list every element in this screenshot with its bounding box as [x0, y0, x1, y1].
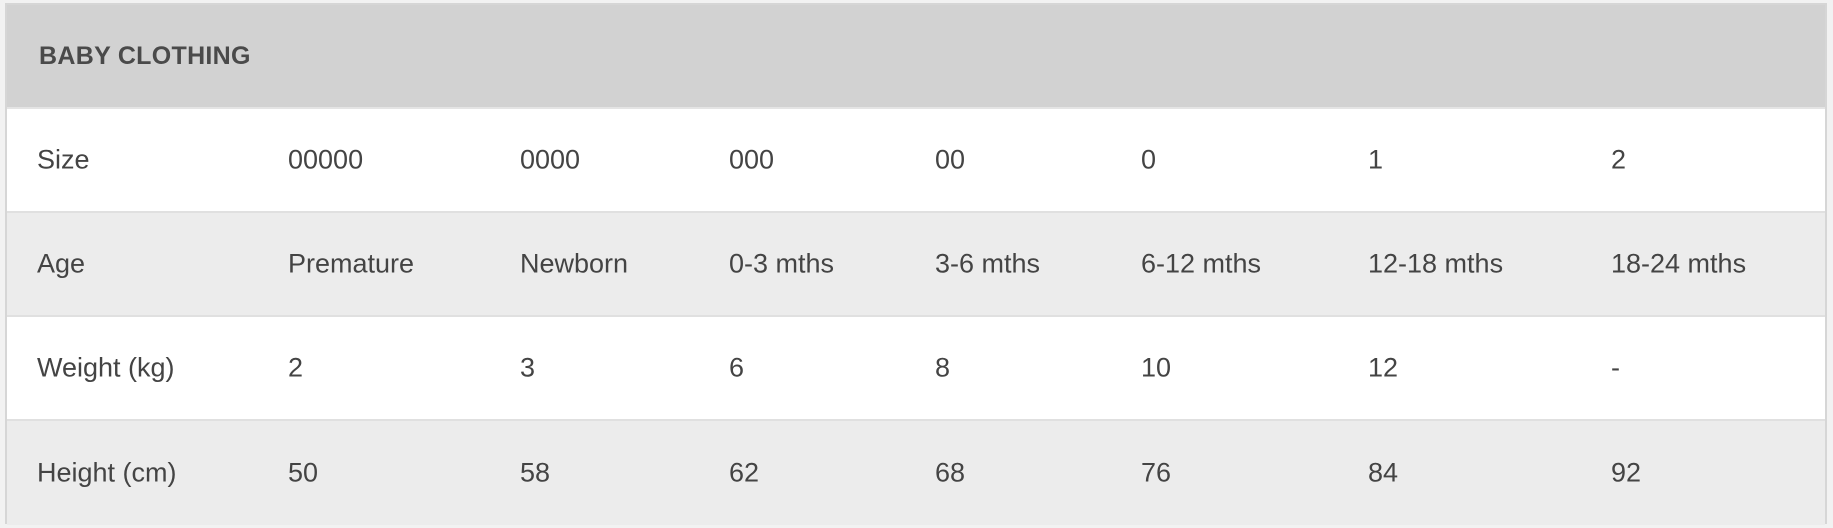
row-label: Age	[37, 248, 86, 279]
table-cell: 6-12 mths	[1141, 248, 1262, 279]
table-cell: 92	[1611, 457, 1642, 488]
table-cell: 0	[1141, 144, 1157, 175]
table-cell: 3-6 mths	[935, 248, 1041, 279]
table-row-weight-kg: Weight (kg) 2 3 6 8 10 12 -	[7, 317, 1825, 421]
row-label: Size	[37, 144, 90, 175]
table-header: BABY CLOTHING	[7, 5, 1825, 109]
table-cell: 000	[729, 144, 775, 175]
table-cell: 2	[288, 352, 304, 383]
table-cell: 0000	[520, 144, 581, 175]
baby-clothing-size-table: BABY CLOTHING Size 00000 0000 000 00 0 1 2 Age Pr…	[5, 3, 1827, 525]
table-cell: 50	[288, 457, 319, 488]
table-cell: 3	[520, 352, 536, 383]
table-cell: 58	[520, 457, 551, 488]
table-cell: 76	[1141, 457, 1172, 488]
table-cell: 18-24 mths	[1611, 248, 1747, 279]
table-cell: 84	[1368, 457, 1399, 488]
table-cell: 0-3 mths	[729, 248, 835, 279]
table-cell: 6	[729, 352, 745, 383]
table-cell: 00000	[288, 144, 364, 175]
table-row-age: Age Premature Newborn 0-3 mths 3-6 mths 6-12 …	[7, 213, 1825, 317]
row-label: Height (cm)	[37, 457, 177, 488]
table-cell: 8	[935, 352, 951, 383]
table-cell: Premature	[288, 248, 415, 279]
table-cell: 12	[1368, 352, 1399, 383]
table-cell: 62	[729, 457, 760, 488]
table-cell: 10	[1141, 352, 1172, 383]
table-cell: 00	[935, 144, 966, 175]
row-label: Weight (kg)	[37, 352, 175, 383]
table-cell: 12-18 mths	[1368, 248, 1504, 279]
table-cell: -	[1611, 352, 1620, 383]
table-title: BABY CLOTHING	[39, 41, 251, 70]
table-cell: Newborn	[520, 248, 629, 279]
table-row-size: Size 00000 0000 000 00 0 1 2	[7, 109, 1825, 213]
table-row-height-cm: Height (cm) 50 58 62 68 76 84 92	[7, 421, 1825, 525]
table-cell: 1	[1368, 144, 1384, 175]
table-cell: 68	[935, 457, 966, 488]
table-cell: 2	[1611, 144, 1627, 175]
